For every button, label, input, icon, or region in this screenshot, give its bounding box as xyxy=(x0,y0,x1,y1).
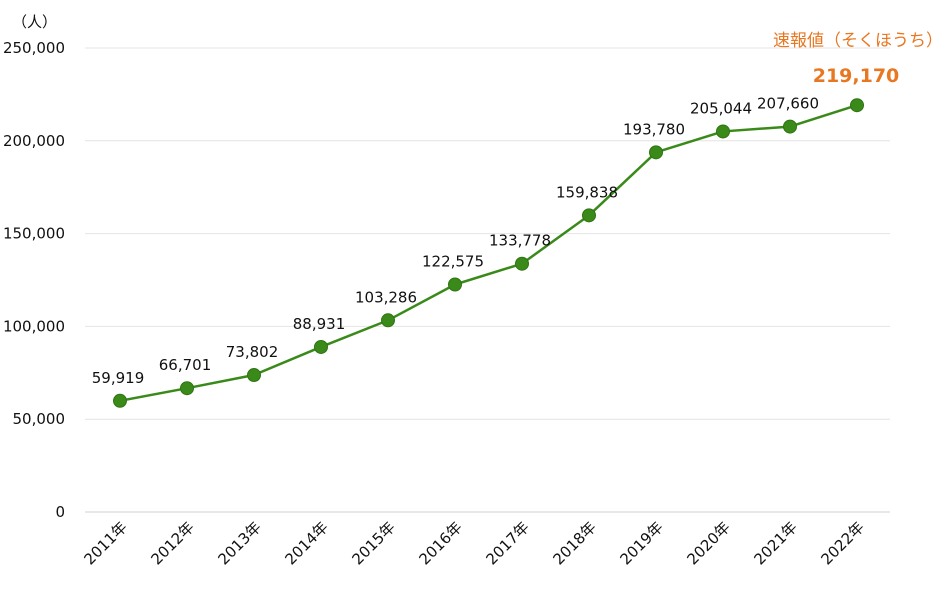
data-point xyxy=(381,313,395,328)
y-unit-label: （人） xyxy=(12,13,57,31)
data-point xyxy=(649,145,663,160)
x-tick-label: 2022年 xyxy=(817,518,867,568)
y-tick-label: 250,000 xyxy=(3,39,65,57)
x-tick-label: 2017年 xyxy=(482,518,532,568)
x-tick-label: 2021年 xyxy=(750,518,800,568)
x-tick-label: 2015年 xyxy=(348,518,398,568)
data-point xyxy=(783,119,797,134)
y-tick-label: 50,000 xyxy=(13,410,66,428)
data-label: 122,575 xyxy=(422,253,484,271)
annotation-value: 219,170 xyxy=(813,65,900,87)
data-label: 88,931 xyxy=(293,315,346,333)
series-line xyxy=(113,98,864,408)
y-tick-label: 0 xyxy=(55,503,65,521)
x-tick-label: 2011年 xyxy=(80,518,130,568)
x-axis-ticks: 2011年 2012年 2013年 2014年 2015年 2016年 2017年 2018年… xyxy=(80,518,867,568)
data-point xyxy=(582,208,596,223)
x-tick-label: 2013年 xyxy=(214,518,264,568)
data-point xyxy=(850,98,864,113)
y-axis-ticks: 0 50,000 100,000 150,000 200,000 250,000 xyxy=(3,39,65,521)
y-tick-label: 200,000 xyxy=(3,132,65,150)
x-tick-label: 2012年 xyxy=(147,518,197,568)
y-tick-label: 100,000 xyxy=(3,317,65,335)
data-point xyxy=(515,256,529,271)
data-label: 103,286 xyxy=(355,288,417,306)
data-label: 59,919 xyxy=(92,369,145,387)
x-tick-label: 2016年 xyxy=(415,518,465,568)
x-tick-label: 2019年 xyxy=(616,518,666,568)
series-path xyxy=(119,104,858,403)
data-label: 73,802 xyxy=(226,343,279,361)
data-label: 133,778 xyxy=(489,232,551,250)
data-labels: 59,919 66,701 73,802 88,931 103,286 122,575 13… xyxy=(92,95,819,387)
gridlines xyxy=(85,47,890,513)
data-label: 193,780 xyxy=(623,120,685,138)
data-point xyxy=(448,277,462,292)
x-tick-label: 2014年 xyxy=(281,518,331,568)
annotation-title: 速報値（そくほうち） xyxy=(773,31,943,51)
data-point xyxy=(180,381,194,396)
x-tick-label: 2020年 xyxy=(683,518,733,568)
data-point xyxy=(314,339,328,354)
x-tick-label: 2018年 xyxy=(549,518,599,568)
data-point xyxy=(247,368,261,383)
y-tick-label: 150,000 xyxy=(3,225,65,243)
data-point xyxy=(113,393,127,408)
data-label: 207,660 xyxy=(757,95,819,113)
data-label: 66,701 xyxy=(159,356,212,374)
data-point xyxy=(716,124,730,139)
data-label: 159,838 xyxy=(556,183,618,201)
data-label: 205,044 xyxy=(690,99,752,117)
